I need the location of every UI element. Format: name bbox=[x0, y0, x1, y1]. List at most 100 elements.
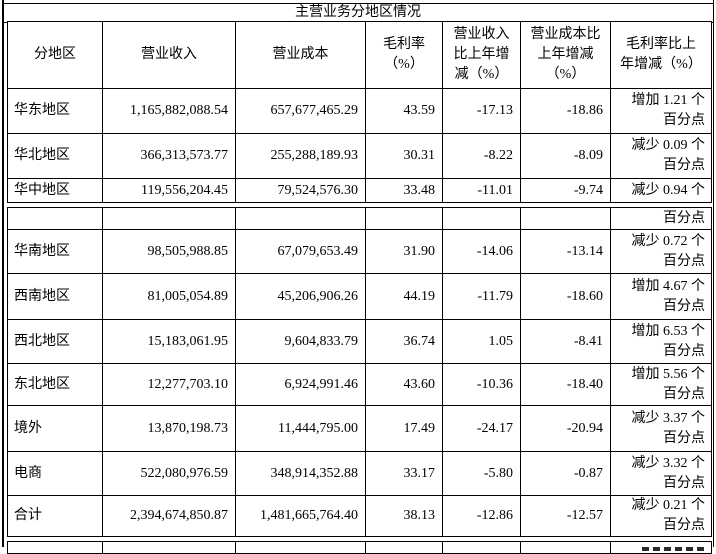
table-row-total: 合计 2,394,674,850.87 1,481,665,764.40 38.… bbox=[7, 495, 712, 537]
cell-gross-margin: 43.59 bbox=[365, 88, 443, 134]
clipped-cell bbox=[365, 541, 443, 554]
page-edge-line-right bbox=[712, 0, 714, 547]
cell-cost-yoy: -20.94 bbox=[520, 405, 611, 452]
table-row: 东北地区 12,277,703.10 6,924,991.46 43.60 -1… bbox=[7, 363, 712, 406]
table-row: 华北地区 366,313,573.77 255,288,189.93 30.31… bbox=[7, 133, 712, 179]
cell-revenue: 366,313,573.77 bbox=[102, 133, 236, 179]
cell-cost: 657,677,465.29 bbox=[235, 88, 366, 134]
table-row: 华东地区 1,165,882,088.54 657,677,465.29 43.… bbox=[7, 88, 712, 134]
table-row: 华中地区 119,556,204.45 79,524,576.30 33.48 … bbox=[7, 178, 712, 203]
table-row: 电商 522,080,976.59 348,914,352.88 33.17 -… bbox=[7, 451, 712, 496]
cell-region: 华北地区 bbox=[7, 133, 103, 179]
cell-cost-yoy: -13.14 bbox=[520, 229, 611, 274]
cell-revenue-yoy: -11.79 bbox=[442, 273, 521, 320]
col-header-region: 分地区 bbox=[7, 21, 103, 89]
col-header-cost-yoy: 营业成本比 上年增减 （%） bbox=[520, 21, 611, 89]
clipped-cell bbox=[102, 541, 236, 554]
cell-gross-margin: 17.49 bbox=[365, 405, 443, 452]
cell-region: 西北地区 bbox=[7, 319, 103, 364]
cell-cost-yoy: -18.86 bbox=[520, 88, 611, 134]
col-header-revenue: 营业收入 bbox=[102, 21, 236, 89]
cell-revenue-yoy: -14.06 bbox=[442, 229, 521, 274]
cell-revenue-yoy: -8.22 bbox=[442, 133, 521, 179]
table-fragment-main: 百分点 华南地区 98,505,988.85 67,079,653.49 31.… bbox=[7, 207, 712, 537]
cell-margin-yoy: 减少 3.37 个 百分点 bbox=[610, 405, 712, 452]
cell-cost-yoy: -9.74 bbox=[520, 178, 611, 203]
cell-cost-yoy: -18.60 bbox=[520, 273, 611, 320]
cell-cost: 255,288,189.93 bbox=[235, 133, 366, 179]
cell-gross-margin bbox=[365, 207, 443, 230]
col-header-revenue-yoy: 营业收入 比上年增 减（%） bbox=[442, 21, 521, 89]
cell-region: 东北地区 bbox=[7, 363, 103, 406]
cell-region: 电商 bbox=[7, 451, 103, 496]
col-header-gross-margin: 毛利率 （%） bbox=[365, 21, 443, 89]
cell-region: 华中地区 bbox=[7, 178, 103, 203]
cell-revenue-yoy: -11.01 bbox=[442, 178, 521, 203]
table-row: 华南地区 98,505,988.85 67,079,653.49 31.90 -… bbox=[7, 229, 712, 274]
cell-revenue: 2,394,674,850.87 bbox=[102, 495, 236, 537]
cell-gross-margin: 30.31 bbox=[365, 133, 443, 179]
cell-cost: 348,914,352.88 bbox=[235, 451, 366, 496]
cell-revenue-yoy: -10.36 bbox=[442, 363, 521, 406]
cell-cost: 6,924,991.46 bbox=[235, 363, 366, 406]
cell-revenue: 13,870,198.73 bbox=[102, 405, 236, 452]
cell-cost: 11,444,795.00 bbox=[235, 405, 366, 452]
col-header-margin-yoy: 毛利率比上 年增减（%） bbox=[610, 21, 712, 89]
clipped-row bbox=[7, 541, 712, 554]
cell-cost: 9,604,833.79 bbox=[235, 319, 366, 364]
clipped-text-fragment bbox=[642, 546, 704, 551]
cell-region: 合计 bbox=[7, 495, 103, 537]
cell-margin-yoy: 百分点 bbox=[610, 207, 712, 230]
cell-revenue: 15,183,061.95 bbox=[102, 319, 236, 364]
cell-margin-yoy: 减少 0.94 个 bbox=[610, 178, 712, 203]
cell-revenue: 12,277,703.10 bbox=[102, 363, 236, 406]
cell-gross-margin: 33.17 bbox=[365, 451, 443, 496]
cell-margin-yoy: 增加 5.56 个 百分点 bbox=[610, 363, 712, 406]
cell-region: 华东地区 bbox=[7, 88, 103, 134]
cell-cost-yoy bbox=[520, 207, 611, 230]
cell-revenue: 81,005,054.89 bbox=[102, 273, 236, 320]
cell-gross-margin: 43.60 bbox=[365, 363, 443, 406]
cell-margin-yoy: 减少 0.21 个 百分点 bbox=[610, 495, 712, 537]
cell-revenue bbox=[102, 207, 236, 230]
cell-gross-margin: 38.13 bbox=[365, 495, 443, 537]
cell-region: 华南地区 bbox=[7, 229, 103, 274]
cell-cost: 79,524,576.30 bbox=[235, 178, 366, 203]
cell-gross-margin: 36.74 bbox=[365, 319, 443, 364]
cell-cost-yoy: -12.57 bbox=[520, 495, 611, 537]
table-fragment-clipped bbox=[7, 541, 712, 554]
cell-gross-margin: 31.90 bbox=[365, 229, 443, 274]
cell-region bbox=[7, 207, 103, 230]
cell-revenue-yoy: -12.86 bbox=[442, 495, 521, 537]
table-row-continuation: 百分点 bbox=[7, 207, 712, 230]
col-header-cost: 营业成本 bbox=[235, 21, 366, 89]
cell-cost: 1,481,665,764.40 bbox=[235, 495, 366, 537]
cell-margin-yoy: 增加 6.53 个 百分点 bbox=[610, 319, 712, 364]
cell-revenue: 522,080,976.59 bbox=[102, 451, 236, 496]
cell-cost-yoy: -0.87 bbox=[520, 451, 611, 496]
table-fragment-top: 分地区 营业收入 营业成本 毛利率 （%） 营业收入 比上年增 减（%） 营业成… bbox=[7, 21, 712, 203]
cell-margin-yoy: 减少 0.09 个 百分点 bbox=[610, 133, 712, 179]
cell-region: 境外 bbox=[7, 405, 103, 452]
cell-revenue-yoy: -5.80 bbox=[442, 451, 521, 496]
clipped-cell bbox=[235, 541, 366, 554]
cell-margin-yoy: 减少 0.72 个 百分点 bbox=[610, 229, 712, 274]
table-title: 主营业务分地区情况 bbox=[2, 3, 714, 23]
cell-region: 西南地区 bbox=[7, 273, 103, 320]
header-row: 分地区 营业收入 营业成本 毛利率 （%） 营业收入 比上年增 减（%） 营业成… bbox=[7, 21, 712, 89]
cell-cost-yoy: -8.41 bbox=[520, 319, 611, 364]
table-row: 西北地区 15,183,061.95 9,604,833.79 36.74 1.… bbox=[7, 319, 712, 364]
cell-revenue: 119,556,204.45 bbox=[102, 178, 236, 203]
cell-cost-yoy: -8.09 bbox=[520, 133, 611, 179]
cell-margin-yoy: 增加 1.21 个 百分点 bbox=[610, 88, 712, 134]
cell-revenue-yoy: 1.05 bbox=[442, 319, 521, 364]
cell-revenue-yoy: -17.13 bbox=[442, 88, 521, 134]
cell-revenue-yoy: -24.17 bbox=[442, 405, 521, 452]
cell-cost: 67,079,653.49 bbox=[235, 229, 366, 274]
page-edge-line-left bbox=[2, 0, 4, 547]
cell-cost: 45,206,906.26 bbox=[235, 273, 366, 320]
clipped-cell bbox=[610, 541, 712, 554]
cell-margin-yoy: 减少 3.32 个 百分点 bbox=[610, 451, 712, 496]
clipped-cell bbox=[442, 541, 521, 554]
